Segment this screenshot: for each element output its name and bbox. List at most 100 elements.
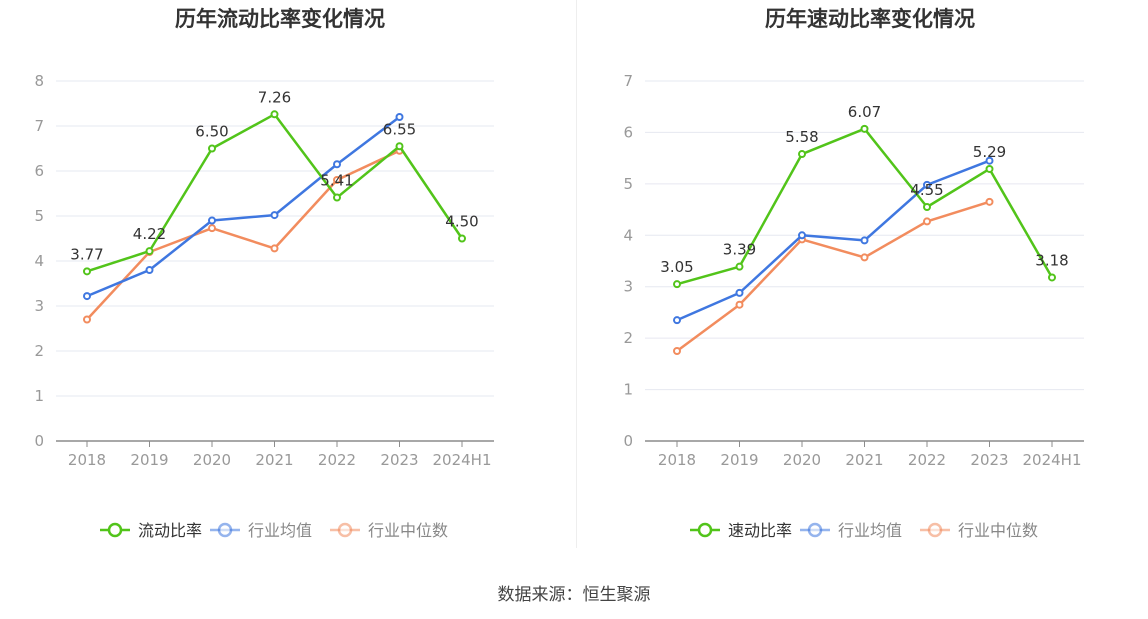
x-tick-label: 2024H1 [1023,451,1082,469]
data-point-2 [83,315,91,324]
data-point-2 [673,347,681,355]
data-point-0 [673,280,681,289]
x-tick-label: 2018 [68,451,106,469]
y-tick-label: 6 [623,123,633,141]
data-point-0 [145,247,154,256]
data-point-2 [270,244,279,253]
x-tick-label: 2024H1 [433,451,492,469]
legend-marker [927,522,943,538]
data-point-0 [860,124,869,133]
data-point-1 [333,160,341,169]
data-point-0 [395,142,404,151]
data-point-2 [333,176,341,184]
data-label: 4.55 [910,181,943,199]
legend-marker [807,522,823,538]
data-point-0 [208,144,216,153]
data-point-1 [145,266,154,274]
x-tick-label: 2021 [845,451,883,469]
data-label: 3.18 [1035,251,1068,269]
data-point-1 [860,236,869,245]
x-tick-label: 2022 [908,451,946,469]
data-label: 7.26 [258,88,291,106]
data-label: 3.77 [70,245,103,263]
y-tick-label: 1 [34,387,44,405]
legend-marker [337,522,353,538]
data-label: 5.29 [973,143,1006,161]
data-label: 4.50 [445,213,478,231]
x-tick-label: 2021 [255,451,293,469]
data-point-0 [798,150,806,159]
legend-label: 行业中位数 [368,521,448,540]
y-tick-label: 7 [623,72,633,90]
x-tick-label: 2020 [193,451,231,469]
legend-label: 行业均值 [248,521,312,540]
x-tick-label: 2018 [658,451,696,469]
data-point-0 [735,262,744,271]
x-tick-label: 2019 [720,451,758,469]
y-tick-label: 8 [34,72,44,90]
data-point-2 [985,197,994,206]
y-tick-label: 5 [623,175,633,193]
y-tick-label: 7 [34,117,44,135]
data-point-2 [208,224,216,233]
series-line-1 [86,116,401,298]
legend-marker [107,522,123,538]
series-line-2 [676,200,990,353]
data-point-1 [270,211,279,220]
y-tick-label: 2 [34,342,44,360]
data-point-0 [83,267,91,276]
data-point-0 [333,193,341,202]
data-point-2 [735,300,744,309]
data-point-2 [860,253,869,262]
x-tick-label: 2022 [318,451,356,469]
data-point-0 [1048,273,1056,282]
legend-label: 行业中位数 [958,521,1038,540]
y-tick-label: 2 [623,329,633,347]
data-point-0 [985,164,994,173]
y-tick-label: 3 [34,297,44,315]
y-tick-label: 5 [34,207,44,225]
legend-label: 行业均值 [838,521,902,540]
legend-marker [217,522,233,538]
series-line-1 [676,159,990,322]
data-label: 6.07 [848,103,881,121]
x-tick-label: 2023 [970,451,1008,469]
data-label: 5.58 [785,128,818,146]
y-tick-label: 0 [34,432,44,450]
y-tick-label: 6 [34,162,44,180]
data-label: 3.05 [660,258,693,276]
y-tick-label: 0 [623,432,633,450]
data-label: 6.50 [195,123,228,141]
legend-label: 速动比率 [728,521,792,540]
legend-marker [697,522,713,538]
data-point-0 [270,110,279,119]
data-point-1 [395,113,404,121]
series-line-2 [86,149,401,321]
data-point-2 [923,217,931,226]
data-point-1 [985,156,994,165]
y-tick-label: 1 [623,381,633,399]
chart-title: 历年流动比率变化情况 [175,7,385,31]
source-note: 数据来源：恒生聚源 [497,585,651,605]
x-tick-label: 2023 [380,451,418,469]
data-point-0 [458,234,466,243]
data-point-1 [83,292,91,301]
x-tick-label: 2020 [783,451,821,469]
data-point-1 [923,180,931,189]
y-tick-label: 4 [623,226,633,244]
x-tick-label: 2019 [130,451,168,469]
data-point-0 [923,203,931,211]
data-point-1 [798,231,806,240]
data-point-1 [673,316,681,325]
data-point-1 [208,216,216,225]
data-label: 5.41 [320,172,353,190]
chart-title: 历年速动比率变化情况 [765,7,975,31]
chart-divider [576,0,577,548]
data-point-1 [735,288,744,297]
data-label: 4.22 [133,225,166,243]
data-label: 6.55 [383,120,416,138]
y-tick-label: 3 [623,278,633,296]
data-label: 3.39 [723,241,756,259]
y-tick-label: 4 [34,252,44,270]
